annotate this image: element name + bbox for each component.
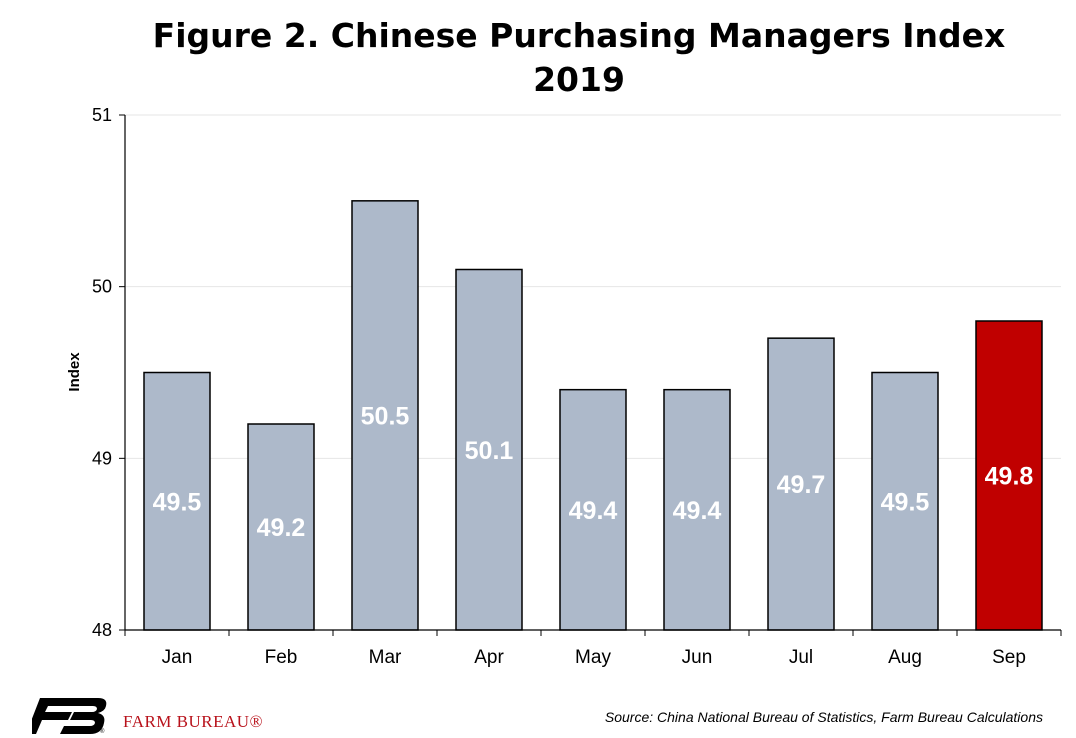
x-tick-label: Jan xyxy=(162,647,193,668)
bar-sep xyxy=(975,320,1043,631)
chart-subtitle: 2019 xyxy=(533,60,625,99)
data-label: 49.4 xyxy=(673,497,722,525)
x-tick-label: Aug xyxy=(888,647,922,668)
data-label: 49.5 xyxy=(881,488,930,516)
brand-name: FARM BUREAU® xyxy=(123,712,263,731)
x-tick-label: Sep xyxy=(992,647,1026,668)
data-label: 49.4 xyxy=(569,497,618,525)
data-label: 49.7 xyxy=(777,471,826,499)
data-label: 50.5 xyxy=(361,402,410,430)
bar-mar xyxy=(351,200,419,631)
chart-title-line: Figure 2. Chinese Purchasing Managers In… xyxy=(152,16,1006,55)
bar-jan xyxy=(143,371,211,631)
y-tick-label: 51 xyxy=(92,105,112,125)
data-label: 49.2 xyxy=(257,514,306,542)
source-note: Source: China National Bureau of Statist… xyxy=(604,709,1043,725)
chart-title: Figure 2. Chinese Purchasing Managers In… xyxy=(0,14,1076,102)
svg-text:®: ® xyxy=(100,728,105,734)
data-label: 49.5 xyxy=(153,488,202,516)
y-tick-label: 48 xyxy=(92,620,112,640)
bar-aug xyxy=(871,371,939,631)
y-tick-label: 49 xyxy=(92,448,112,468)
x-tick-label: Apr xyxy=(474,647,504,668)
x-tick-label: Jul xyxy=(789,647,813,668)
x-tick-label: Mar xyxy=(369,647,402,668)
y-axis-label: Index xyxy=(66,352,83,392)
x-tick-label: Feb xyxy=(265,647,298,668)
bar-jul xyxy=(767,337,835,631)
data-label: 50.1 xyxy=(465,437,514,465)
x-tick-label: Jun xyxy=(682,647,713,668)
bar-may xyxy=(559,388,627,631)
data-label: 49.8 xyxy=(985,463,1034,491)
x-tick-label: May xyxy=(575,647,611,668)
y-tick-label: 50 xyxy=(92,277,112,297)
farm-bureau-logo-icon: ® xyxy=(32,698,107,734)
